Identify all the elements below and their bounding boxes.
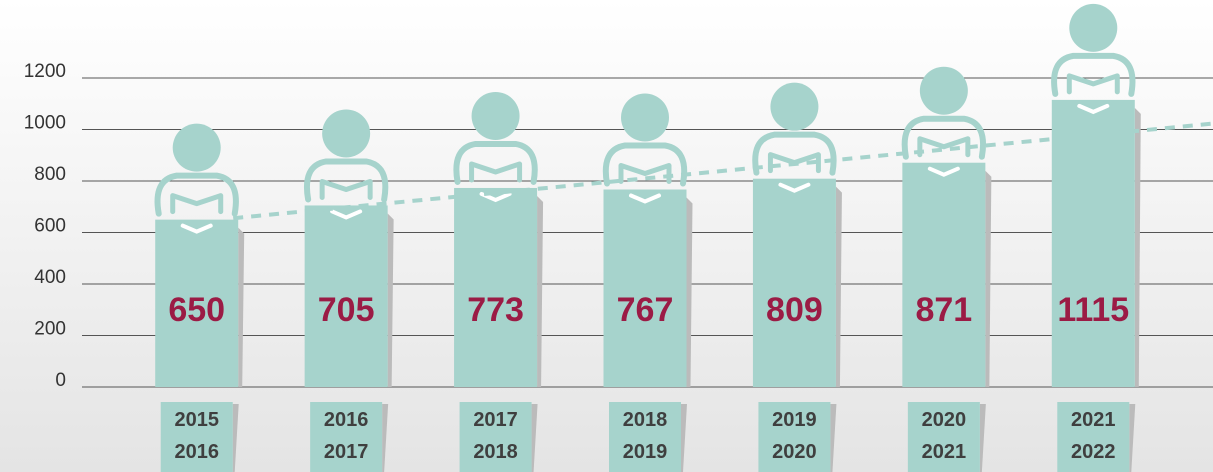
category-box: [459, 402, 532, 472]
y-tick-label: 600: [34, 216, 66, 237]
y-tick-label: 200: [34, 319, 66, 340]
category-box-shadow: [232, 404, 239, 472]
reader-icon: [1051, 3, 1136, 115]
value-label: 650: [168, 291, 225, 329]
bar-shadow: [238, 227, 245, 387]
reader-icon: [901, 66, 986, 178]
x-tick-label: 2016 2017: [324, 409, 369, 463]
y-tick-label: 1000: [24, 113, 66, 134]
icon-body: [154, 172, 239, 217]
icon-book-white: [180, 223, 213, 234]
bar-shadow: [835, 186, 842, 387]
category-box: [160, 402, 233, 472]
bar: [902, 162, 986, 387]
icon-head: [1069, 3, 1118, 52]
y-tick-label: 0: [55, 370, 66, 391]
reader-icon: [304, 109, 389, 220]
icon-head: [919, 66, 968, 115]
icon-body: [304, 158, 389, 203]
reader-icon: [154, 123, 239, 235]
value-label: 871: [915, 291, 972, 329]
icon-head: [172, 123, 221, 172]
value-label: 705: [318, 291, 375, 329]
category-box-shadow: [531, 404, 538, 472]
bar-shadow: [1134, 107, 1141, 387]
category-box: [310, 402, 383, 472]
icon-body: [1051, 52, 1136, 97]
bar: [304, 205, 388, 387]
icon-book-white: [629, 193, 661, 204]
icon-book-white: [1077, 103, 1110, 115]
icon-body: [901, 115, 986, 160]
icon-body: [752, 131, 837, 176]
y-tick-label: 400: [34, 267, 66, 288]
icon-book-white: [778, 182, 811, 193]
x-tick-label: 2021 2022: [1071, 409, 1116, 463]
value-label: 767: [617, 291, 674, 329]
category-box-shadow: [979, 404, 986, 472]
bar-shadow: [387, 213, 394, 387]
icon-body: [602, 142, 688, 187]
reader-icon: [453, 91, 538, 203]
value-label: 773: [467, 291, 524, 329]
x-tick-label: 2017 2018: [473, 409, 518, 463]
icon-book-white: [330, 209, 363, 220]
y-tick-label: 1200: [24, 61, 66, 82]
icon-head: [621, 93, 669, 142]
trend-line: [233, 121, 1213, 221]
bar: [454, 187, 538, 387]
x-tick-label: 2018 2019: [623, 409, 668, 463]
x-tick-label: 2020 2021: [922, 409, 967, 463]
x-tick-label: 2019 2020: [772, 409, 817, 463]
category-box-shadow: [830, 404, 837, 472]
category-box: [609, 402, 681, 472]
value-label: 809: [766, 291, 823, 329]
bar: [155, 219, 239, 387]
bar-shadow: [985, 170, 992, 387]
category-box: [758, 402, 831, 472]
category-box: [1057, 402, 1130, 472]
category-box-shadow: [382, 404, 389, 472]
icon-head: [322, 109, 371, 158]
reader-icon: [602, 93, 688, 204]
icon-head: [471, 91, 520, 140]
value-label: 1115: [1057, 291, 1129, 329]
bar-shadow: [537, 195, 544, 387]
bar-shadow: [686, 197, 693, 387]
category-box-shadow: [681, 404, 687, 472]
x-tick-label: 2015 2016: [174, 409, 219, 463]
category-box: [907, 402, 980, 472]
bar: [752, 178, 836, 387]
icon-book-white: [927, 166, 960, 177]
icon-body: [453, 140, 538, 185]
bar: [1051, 99, 1135, 387]
category-box-shadow: [1129, 404, 1136, 472]
reader-icon: [752, 82, 837, 194]
y-tick-label: 800: [34, 164, 66, 185]
icon-head: [770, 82, 819, 131]
bar: [603, 189, 687, 387]
icon-book-white: [479, 191, 512, 203]
